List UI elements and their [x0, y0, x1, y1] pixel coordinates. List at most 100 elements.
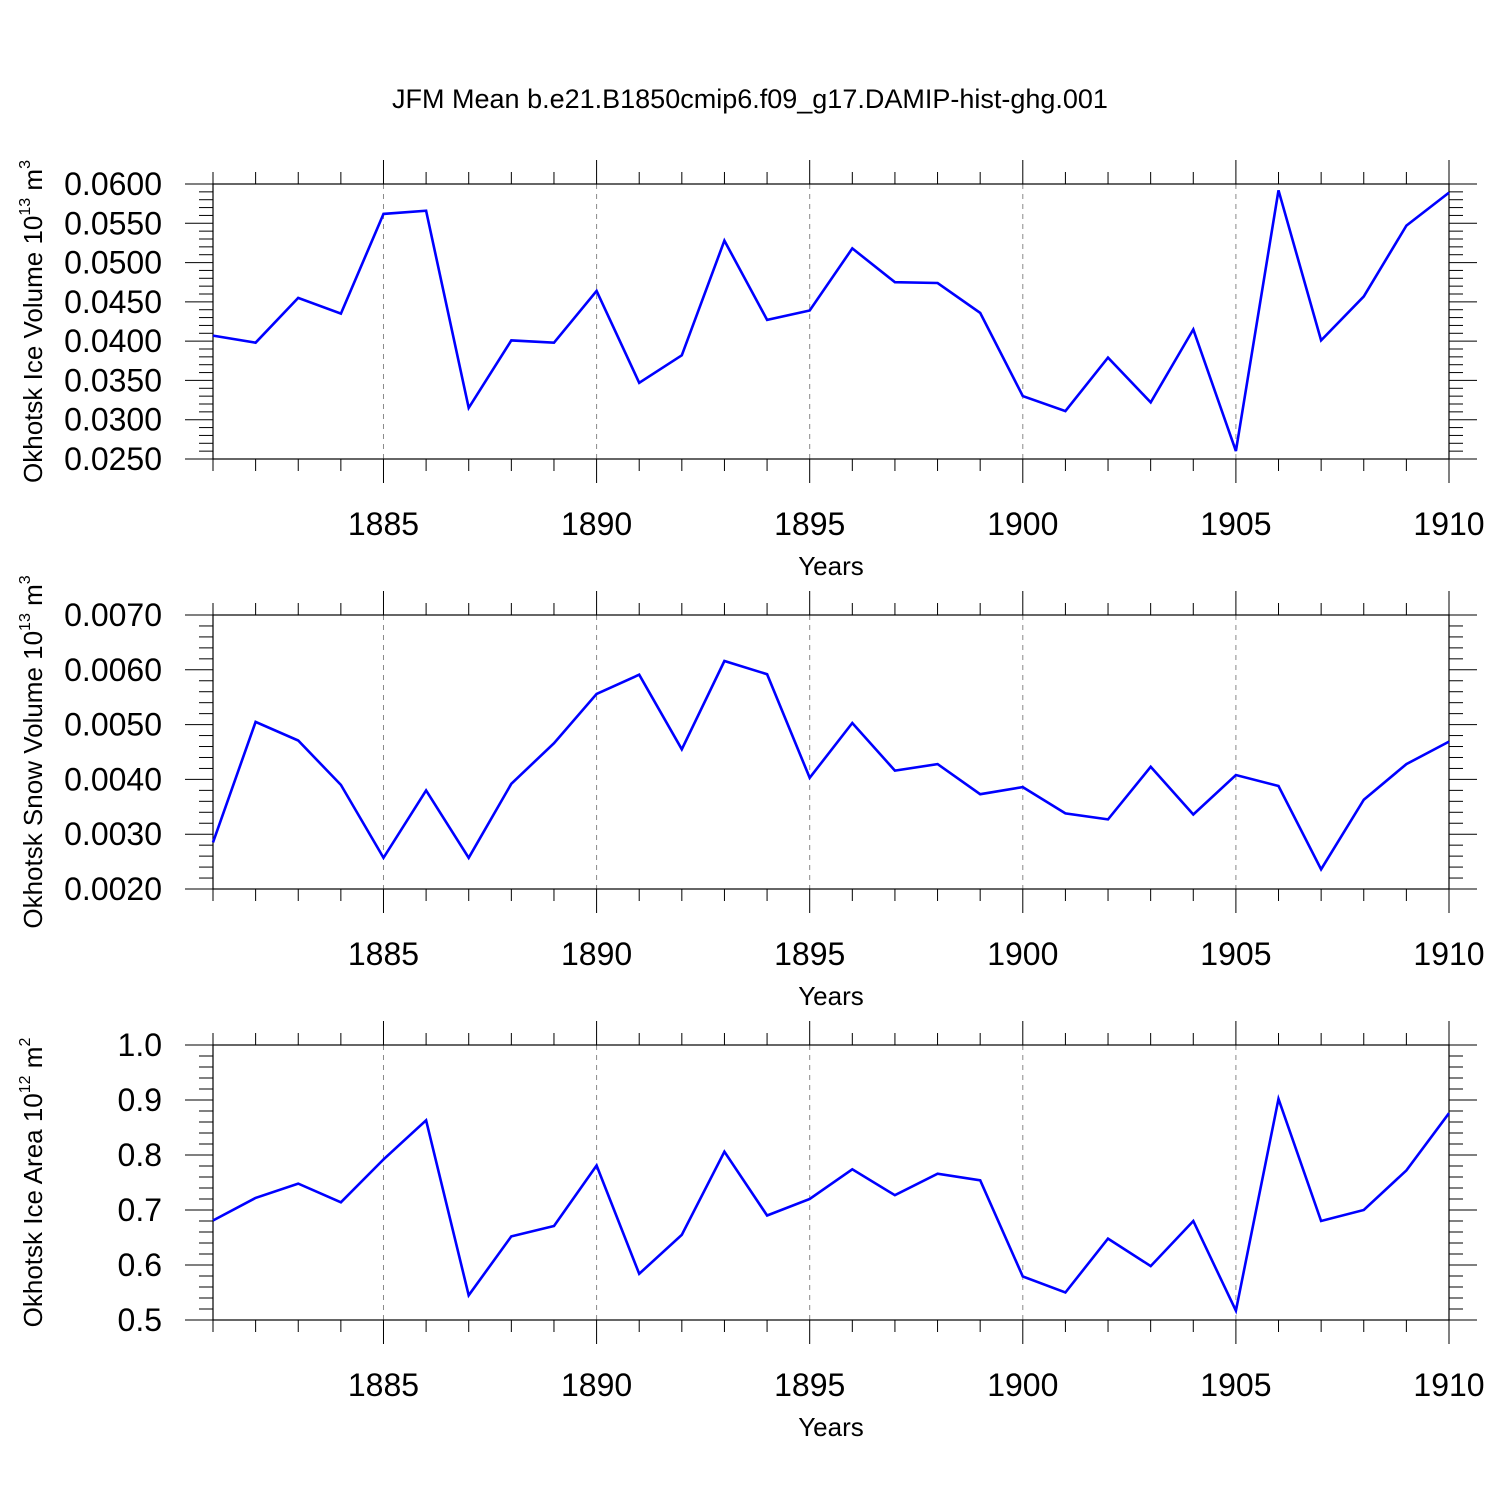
data-point — [339, 783, 343, 787]
plot-frame — [212, 183, 1450, 460]
data-point — [1106, 817, 1110, 821]
data-point — [893, 280, 897, 284]
data-point — [1063, 409, 1067, 413]
data-point — [1404, 762, 1408, 766]
data-point — [765, 1214, 769, 1218]
data-point — [509, 338, 513, 342]
x-tick-label: 1905 — [1200, 1367, 1271, 1403]
data-point — [211, 334, 215, 338]
data-point — [1277, 784, 1281, 788]
data-point — [680, 1233, 684, 1237]
x-tick-label: 1895 — [774, 936, 845, 972]
data-point — [893, 769, 897, 773]
data-point — [424, 788, 428, 792]
y-tick-label: 0.0400 — [64, 323, 162, 359]
x-axis-label: Years — [798, 551, 864, 581]
data-point — [936, 1172, 940, 1176]
series-line — [212, 1093, 1451, 1315]
data-point — [850, 721, 854, 725]
y-axis-label: Okhotsk Snow Volume 1013 m3 — [17, 575, 48, 928]
data-point — [1149, 765, 1153, 769]
data-point — [680, 353, 684, 357]
y-axis-label: Okhotsk Ice Volume 1013 m3 — [17, 160, 48, 483]
data-point — [467, 406, 471, 410]
x-tick-label: 1900 — [987, 936, 1058, 972]
y-tick-label: 0.0450 — [64, 284, 162, 320]
data-point — [254, 720, 258, 724]
y-tick-label: 0.0550 — [64, 205, 162, 241]
x-tick-label: 1890 — [561, 1367, 632, 1403]
data-point — [1319, 867, 1323, 871]
data-point — [765, 318, 769, 322]
data-point — [893, 1193, 897, 1197]
x-axis-label: Years — [798, 981, 864, 1011]
y-tick-label: 0.0300 — [64, 402, 162, 438]
data-point — [850, 246, 854, 250]
data-point — [1106, 1237, 1110, 1241]
data-point — [1234, 1309, 1238, 1313]
y-tick-label: 0.0600 — [64, 166, 162, 202]
data-point — [637, 381, 641, 385]
x-tick-label: 1890 — [561, 506, 632, 542]
data-point — [637, 1272, 641, 1276]
data-point — [467, 856, 471, 860]
panel-2: 0.0020 0.0030 0.0040 0.0050 0.0060 0.0070 1885… — [17, 575, 1485, 1011]
data-point — [296, 296, 300, 300]
series-line — [212, 189, 1450, 452]
y-tick-label: 0.0070 — [64, 597, 162, 633]
data-point — [1362, 294, 1366, 298]
data-point — [1362, 798, 1366, 802]
y-tick-label: 0.0040 — [64, 761, 162, 797]
data-point — [637, 673, 641, 677]
data-point — [424, 209, 428, 213]
data-point — [1404, 224, 1408, 228]
y-tick-label: 0.8 — [118, 1137, 162, 1173]
data-point — [1021, 785, 1025, 789]
data-point — [1234, 773, 1238, 777]
y-axis-label: Okhotsk Ice Area 1012 m2 — [17, 1038, 48, 1328]
data-point — [1063, 811, 1067, 815]
x-tick-label: 1885 — [348, 506, 419, 542]
x-tick-label: 1895 — [774, 506, 845, 542]
y-tick-label: 0.7 — [118, 1192, 162, 1228]
data-point — [808, 309, 812, 313]
series-line — [211, 659, 1450, 872]
data-point — [509, 782, 513, 786]
data-point — [381, 1157, 385, 1161]
x-tick-label: 1910 — [1413, 506, 1484, 542]
data-point — [808, 776, 812, 780]
x-tick-label: 1910 — [1413, 936, 1484, 972]
data-point — [808, 1197, 812, 1201]
x-axis-label: Years — [798, 1412, 864, 1442]
data-point — [509, 1234, 513, 1238]
data-point — [1106, 356, 1110, 360]
data-point — [595, 289, 599, 293]
data-point — [552, 341, 556, 345]
data-point — [1447, 191, 1451, 195]
data-point — [1191, 327, 1195, 331]
data-point — [680, 747, 684, 751]
y-tick-label: 0.0050 — [64, 707, 162, 743]
data-point — [1447, 740, 1451, 744]
data-point — [1149, 1264, 1153, 1268]
data-point — [1063, 1291, 1067, 1295]
data-point — [552, 741, 556, 745]
data-point — [1191, 812, 1195, 816]
data-point — [296, 1182, 300, 1186]
plot-frame — [212, 614, 1450, 890]
data-point — [595, 1163, 599, 1167]
data-point — [424, 1118, 428, 1122]
data-point — [1149, 400, 1153, 404]
x-tick-label: 1910 — [1413, 1367, 1484, 1403]
data-point — [1021, 394, 1025, 398]
y-tick-label: 0.9 — [118, 1082, 162, 1118]
data-point — [1319, 1219, 1323, 1223]
y-tick-label: 0.0030 — [64, 816, 162, 852]
y-tick-label: 0.0020 — [64, 871, 162, 907]
y-tick-label: 0.0060 — [64, 652, 162, 688]
panel-3: 0.5 0.6 0.7 0.8 0.9 1.0 1885 1890 1895 1900 1905 19… — [17, 1021, 1485, 1442]
data-point — [1277, 1097, 1281, 1101]
data-point — [722, 1150, 726, 1154]
